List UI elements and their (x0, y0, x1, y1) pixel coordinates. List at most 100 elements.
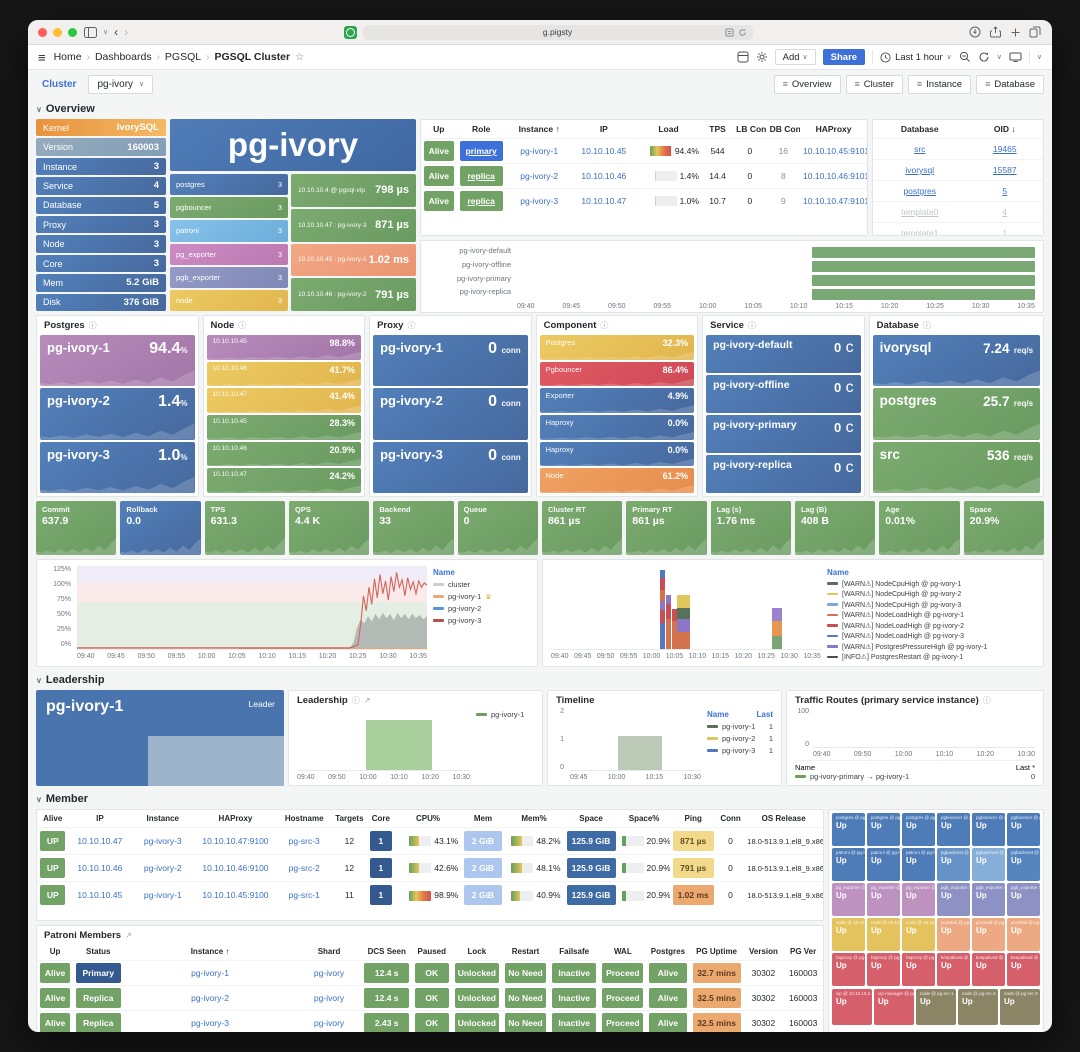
kpi-tile[interactable]: Lag (s) 1.76 ms (710, 501, 791, 555)
column-header[interactable]: TPS (709, 124, 726, 134)
hostname-link[interactable]: pg-src-1 (288, 890, 320, 901)
service-tile[interactable]: pg-ivory-primary 0 c (706, 415, 861, 453)
haproxy-link[interactable]: 10.10.10.46:9100 (202, 863, 269, 873)
oid-link[interactable]: 19465 (992, 144, 1017, 154)
cluster-variable-select[interactable]: pg-ivory ∨ (88, 74, 154, 94)
component-status-tile[interactable]: patroni @ pg-ivory-2 Up (867, 848, 900, 881)
column-header[interactable]: Failsafe (559, 947, 590, 956)
breadcrumb-home[interactable]: Home (53, 51, 82, 63)
column-header[interactable]: OID ↓ (993, 124, 1016, 134)
legend-item[interactable]: pg-ivory-3 1 (707, 746, 773, 755)
cluster-stat-tile[interactable]: Service 4 (36, 177, 166, 195)
column-header[interactable]: HAProxy (815, 124, 852, 134)
column-header[interactable]: Shard (317, 947, 341, 956)
sidebar-caret-icon[interactable]: ∨ (103, 28, 109, 36)
shard-link[interactable]: pg-ivory (313, 1018, 345, 1028)
legend-last-header[interactable]: Last * (1015, 763, 1035, 772)
info-icon[interactable]: ⓘ (747, 321, 756, 330)
info-icon[interactable]: ⓘ (407, 321, 416, 330)
legend-item[interactable]: pg-ivory-1 ♛ (433, 592, 529, 601)
component-status-tile[interactable]: pgb_exporter @ pg-ivory-2 Up (972, 883, 1005, 916)
legend-name-header[interactable]: Name (707, 710, 729, 719)
column-header[interactable]: OS Release (761, 814, 806, 823)
instance-link[interactable]: pg-ivory-1 (191, 968, 229, 978)
legend-item[interactable]: [WARN⚠] NodeCpuHigh @ pg-ivory-3 (827, 601, 1035, 609)
node-metric-tile[interactable]: 10.10.10.46 20.9% (206, 441, 362, 467)
oid-link[interactable]: 15587 (992, 165, 1017, 175)
proxy-instance-tile[interactable]: pg-ivory-3 0 conn (373, 441, 528, 493)
column-header[interactable]: Up (49, 947, 61, 956)
refresh-icon[interactable] (978, 51, 990, 63)
cluster-stat-tile[interactable]: Version 160003 (36, 138, 166, 156)
cluster-stat-tile[interactable]: Kernel IvorySQL (36, 119, 166, 137)
legend-item[interactable]: cluster (433, 580, 529, 589)
leadership-plot[interactable] (297, 708, 470, 771)
role-badge[interactable]: replica (459, 166, 503, 186)
column-header[interactable]: Up (433, 124, 445, 134)
address-bar[interactable]: g.pigsty (362, 24, 753, 40)
cluster-stat-tile[interactable]: Core 3 (36, 254, 166, 273)
component-status-tile[interactable]: patroni @ pg-ivory-1 Up (832, 848, 865, 881)
hostname-link[interactable]: pg-src-3 (288, 836, 320, 846)
component-status-tile[interactable]: pg_exporter @ pg-ivory-3 Up (902, 883, 935, 916)
minimize-window-button[interactable] (53, 27, 62, 37)
column-header[interactable]: PG Ver (790, 947, 817, 956)
legend-item[interactable]: pg-ivory-primary → pg-ivory-1 0 (795, 772, 1035, 781)
haproxy-link[interactable]: 10.10.10.45:9100 (202, 890, 269, 901)
legend-last-header[interactable]: Last (756, 710, 773, 719)
column-header[interactable]: WAL (613, 947, 632, 956)
ip-link[interactable]: 10.10.10.46 (77, 863, 123, 873)
reader-icon[interactable] (725, 27, 734, 37)
component-status-tile[interactable]: pgbackrest @ pg-ivory-3 Up (1007, 848, 1040, 881)
leader-tile[interactable]: pg-ivory-1 Leader (36, 690, 284, 786)
node-metric-tile[interactable]: 10.10.10.45 28.3% (206, 415, 362, 440)
column-header[interactable]: Database (900, 124, 939, 134)
favorite-star-icon[interactable]: ☆ (295, 51, 305, 63)
legend-item[interactable]: [WARN⚠] NodeLoadHigh @ pg-ivory-1 (827, 611, 1035, 619)
cluster-stat-tile[interactable]: Node 3 (36, 235, 166, 253)
refresh-interval-caret-icon[interactable]: ∨ (996, 54, 1002, 61)
ping-tile[interactable]: 10.10.10.46 : pg-ivory-2 791 µs (291, 278, 416, 311)
kpi-tile[interactable]: QPS 4.4 K (288, 501, 370, 555)
column-header[interactable]: Version (748, 947, 778, 956)
component-status-tile[interactable]: keepalived @ pg-ivory-3 Up (1007, 953, 1040, 986)
component-status-tile[interactable]: pgbackrest @ pg-ivory-1 Up (937, 848, 970, 881)
component-status-tile[interactable]: pg_exporter @ pg-ivory-1 Up (832, 883, 865, 916)
add-button[interactable]: Add ∨ (774, 49, 816, 65)
legend-name-header[interactable]: Name (795, 763, 816, 772)
column-header[interactable]: Instance ↑ (518, 124, 560, 134)
info-icon[interactable]: ⓘ (922, 321, 931, 330)
component-status-tile[interactable]: keepalived @ pg-ivory-1 Up (937, 953, 970, 986)
component-status-tile[interactable]: pgbackrest @ pg-ivory-2 Up (972, 848, 1005, 881)
legend-item[interactable]: [WARN⚠] NodeCpuHigh @ pg-ivory-2 (827, 590, 1035, 598)
haproxy-link[interactable]: 10.10.10.45:9101 (803, 146, 867, 156)
oid-link[interactable]: 1 (1002, 228, 1008, 236)
column-header[interactable]: IP (599, 124, 608, 134)
component-status-tile[interactable]: vip @ 10.10.10.4 : pgsql-vip Up (832, 989, 872, 1025)
info-icon[interactable]: ⓘ (238, 321, 247, 330)
legend-item[interactable]: [WARN⚠] NodeCpuHigh @ pg-ivory-1 (827, 580, 1035, 588)
column-header[interactable]: Mem% (521, 814, 547, 823)
legend-item[interactable]: [WARN⚠] NodeLoadHigh @ pg-ivory-2 (827, 622, 1035, 630)
ping-tile[interactable]: 10.10.10.4 @ pgsql-vip 798 µs (291, 174, 416, 207)
external-link-icon[interactable]: ↗ (363, 696, 371, 705)
component-status-tile[interactable]: postgres @ pg-ivory-2 Up (867, 813, 900, 846)
column-header[interactable]: Paused (417, 947, 447, 956)
back-button[interactable]: ‹ (114, 25, 119, 39)
service-tile[interactable]: pg-ivory-replica 0 c (706, 455, 861, 493)
component-status-tile[interactable]: node @ 10.10.10.45 Up (832, 918, 865, 951)
proxy-instance-tile[interactable]: pg-ivory-2 0 conn (373, 388, 528, 440)
section-member[interactable]: ∨ Member (36, 793, 89, 805)
legend-item[interactable]: pg-ivory-1 1 (707, 722, 773, 731)
ip-link[interactable]: 10.10.10.45 (581, 146, 627, 156)
database-tile[interactable]: postgres 25.7 req/s (872, 388, 1041, 440)
cluster-stat-tile[interactable]: Instance 3 (36, 157, 166, 176)
column-header[interactable]: Space (579, 814, 603, 823)
haproxy-link[interactable]: 10.10.10.47:9101 (803, 196, 867, 206)
component-metric-tile[interactable]: Pgbouncer 86.4% (539, 361, 695, 387)
column-header[interactable]: CPU% (415, 814, 440, 823)
component-status-tile[interactable]: node @ pg-src-2 Up (958, 989, 998, 1025)
info-icon[interactable]: ⓘ (351, 696, 360, 705)
component-metric-tile[interactable]: Exporter 4.9% (539, 388, 695, 414)
column-header[interactable]: DCS Seen (367, 947, 406, 956)
